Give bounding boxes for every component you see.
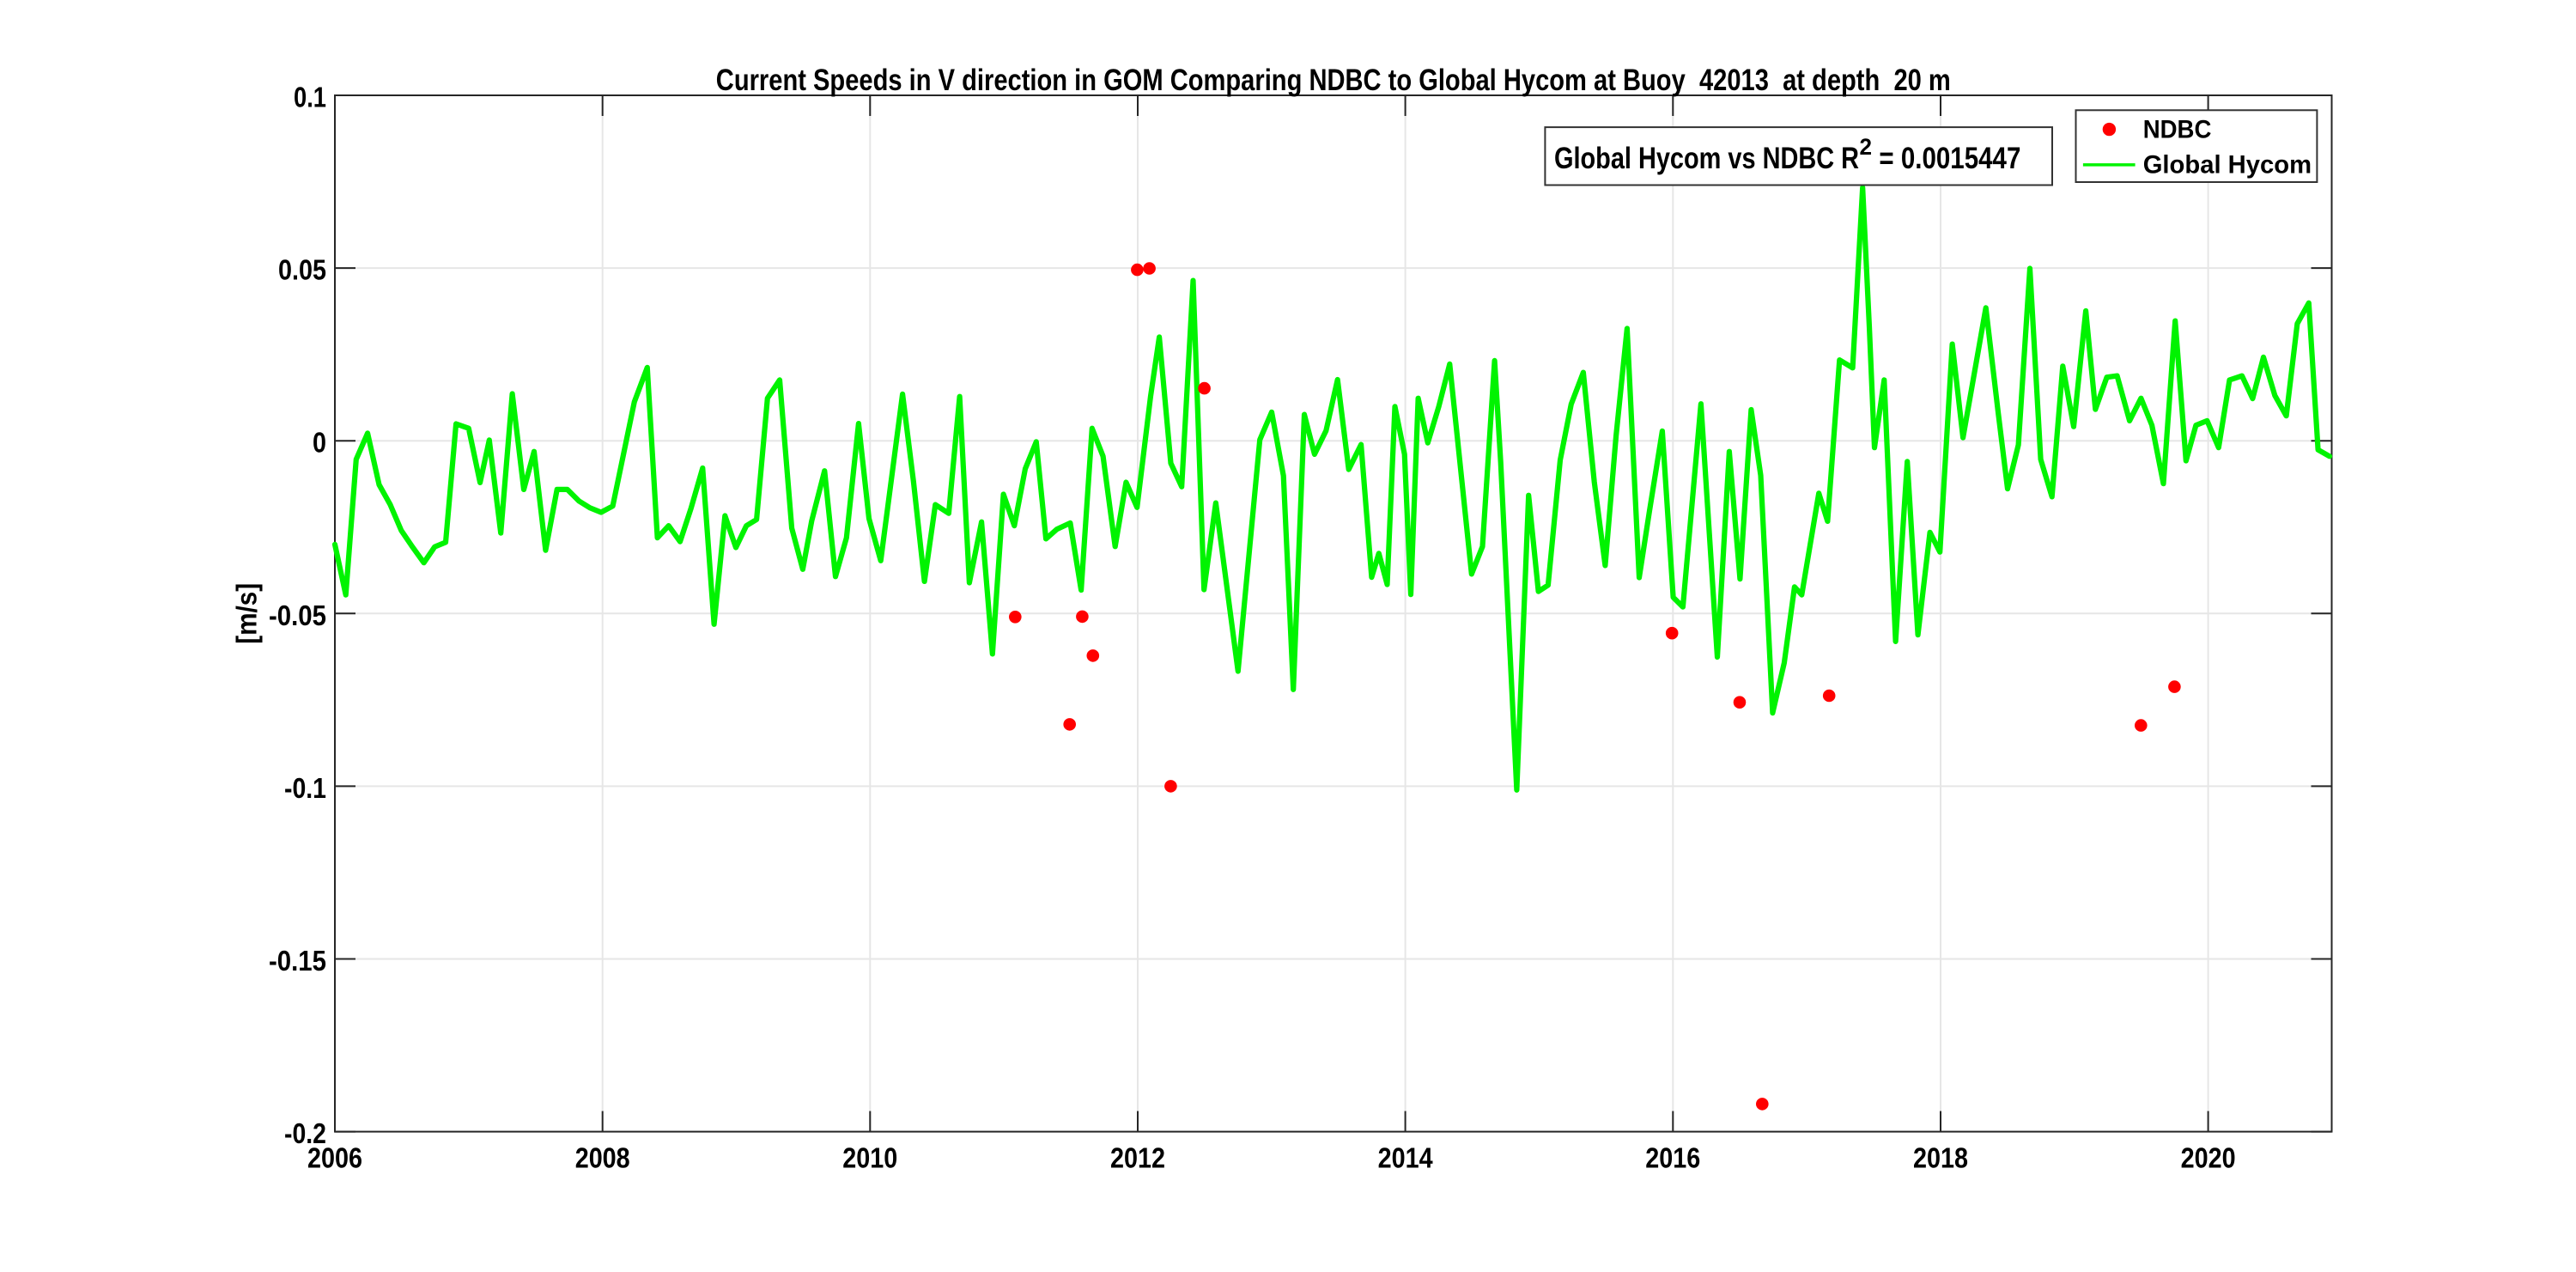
svg-text:2012: 2012	[1110, 1143, 1165, 1175]
svg-text:-0.15: -0.15	[269, 946, 326, 977]
svg-text:Global Hycom vs NDBC R: Global Hycom vs NDBC R	[1554, 142, 1859, 175]
svg-text:2014: 2014	[1378, 1143, 1433, 1175]
svg-text:2008: 2008	[575, 1143, 630, 1175]
svg-text:2018: 2018	[1913, 1143, 1968, 1175]
svg-text:2010: 2010	[842, 1143, 897, 1175]
svg-text:2020: 2020	[2181, 1143, 2236, 1175]
svg-text:= 0.0015447: = 0.0015447	[1879, 142, 2020, 175]
svg-text:0: 0	[313, 428, 326, 460]
svg-text:Current Speeds in V direction: Current Speeds in V direction in GOM Com…	[716, 63, 1951, 97]
svg-text:2006: 2006	[307, 1143, 362, 1175]
svg-text:[m/s]: [m/s]	[232, 583, 264, 644]
svg-text:Global Hycom: Global Hycom	[2143, 151, 2312, 180]
svg-text:-0.2: -0.2	[284, 1118, 326, 1150]
svg-text:2016: 2016	[1645, 1143, 1700, 1175]
svg-text:-0.05: -0.05	[269, 600, 326, 632]
svg-text:0.05: 0.05	[278, 255, 326, 287]
svg-text:0.1: 0.1	[294, 82, 326, 114]
svg-text:NDBC: NDBC	[2143, 115, 2212, 143]
svg-text:2: 2	[1860, 134, 1873, 160]
svg-text:-0.1: -0.1	[284, 773, 326, 805]
